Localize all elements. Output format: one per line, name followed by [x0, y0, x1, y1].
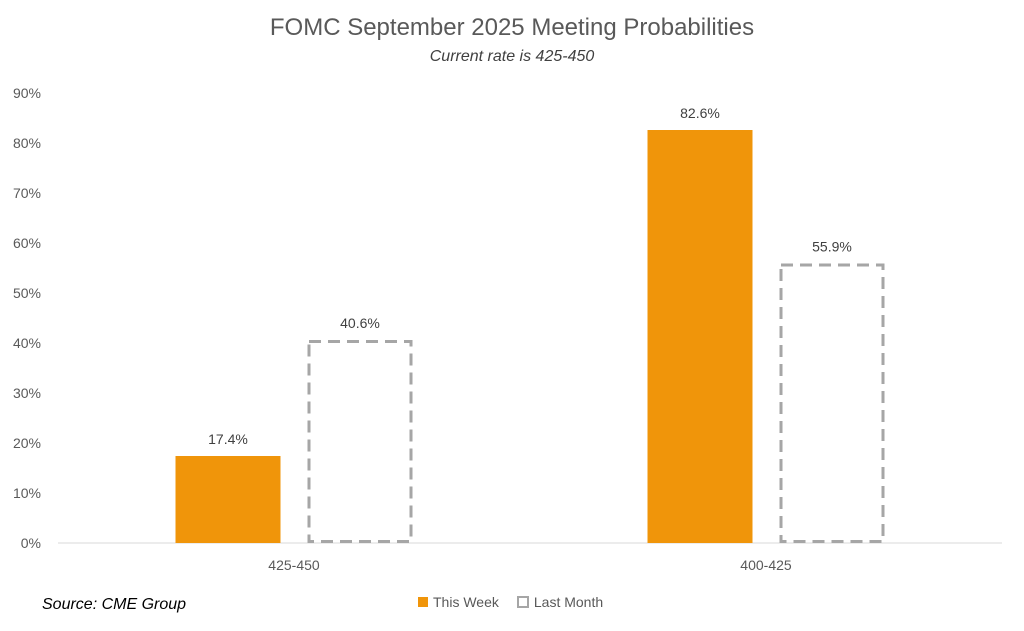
x-tick-label: 400-425 [740, 557, 792, 573]
y-tick-label: 20% [13, 435, 41, 451]
legend-label-this-week: This Week [433, 594, 499, 610]
data-label: 82.6% [680, 105, 720, 121]
y-tick-label: 40% [13, 335, 41, 351]
bar-last-month [779, 263, 885, 543]
x-tick-label: 425-450 [268, 557, 320, 573]
data-label: 40.6% [340, 315, 380, 331]
data-label: 55.9% [812, 239, 852, 255]
legend-item-last-month: Last Month [516, 594, 604, 610]
y-tick-label: 60% [13, 235, 41, 251]
bar-last-month [307, 340, 413, 543]
legend-swatch-last-month [516, 596, 529, 608]
legend-item-this-week: This Week [418, 594, 499, 610]
legend-swatch-this-week [418, 597, 428, 607]
legend: This Week Last Month [418, 594, 621, 610]
source-note: Source: CME Group [42, 596, 187, 613]
bar-this-week [647, 130, 753, 543]
legend-label-last-month: Last Month [533, 594, 604, 610]
data-label: 17.4% [208, 431, 248, 447]
bar-this-week [175, 456, 281, 543]
y-tick-label: 10% [13, 485, 41, 501]
y-tick-label: 90% [13, 85, 41, 101]
chart-subtitle: Current rate is 425-450 [429, 48, 595, 65]
chart-title: FOMC September 2025 Meeting Probabilitie… [269, 14, 755, 41]
y-tick-label: 0% [21, 535, 41, 551]
y-tick-label: 70% [13, 185, 41, 201]
y-tick-label: 30% [13, 385, 41, 401]
y-tick-label: 80% [13, 135, 41, 151]
y-tick-label: 50% [13, 285, 41, 301]
